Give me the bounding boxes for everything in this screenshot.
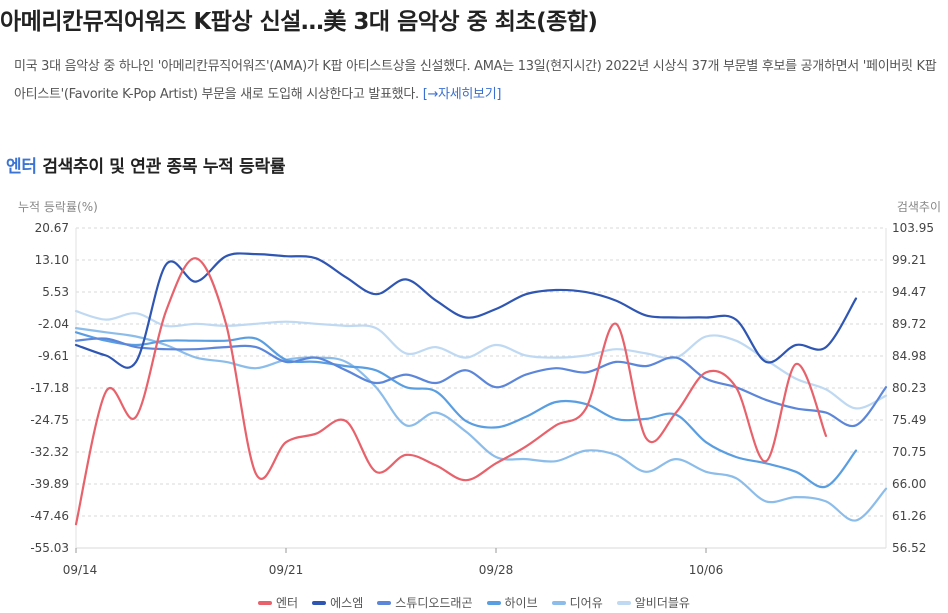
right-tick-label: 66.00 bbox=[892, 477, 926, 491]
right-tick-label: 70.75 bbox=[892, 445, 926, 459]
left-tick-label: -55.03 bbox=[30, 541, 69, 555]
x-tick-label: 10/06 bbox=[689, 563, 724, 577]
right-tick-label: 89.72 bbox=[892, 317, 926, 331]
legend-label: 하이브 bbox=[504, 596, 538, 610]
series-line-1 bbox=[74, 257, 828, 526]
right-axis-title: 검색추이 bbox=[896, 200, 941, 214]
legend-item[interactable]: 디어유 bbox=[551, 594, 603, 611]
series-line-4 bbox=[74, 331, 858, 489]
legend-label: 에스엠 bbox=[330, 596, 364, 610]
more-link[interactable]: [→자세히보기] bbox=[422, 87, 502, 102]
legend-item[interactable]: 엔터 bbox=[258, 594, 298, 611]
right-tick-label: 99.21 bbox=[892, 253, 926, 267]
x-tick-label: 09/14 bbox=[63, 563, 98, 577]
series-line-5 bbox=[74, 327, 888, 522]
left-tick-label: -39.89 bbox=[30, 477, 69, 491]
summary-text: 미국 3대 음악상 중 하나인 '아메리칸뮤직어워즈'(AMA)가 K팝 아티스… bbox=[14, 59, 937, 102]
article-headline: 아메리칸뮤직어워즈 K팝상 신설…美 3대 음악상 중 최초(종합) bbox=[0, 9, 598, 35]
legend-swatch bbox=[377, 600, 392, 605]
legend-swatch bbox=[258, 600, 273, 605]
left-tick-label: -24.75 bbox=[30, 413, 69, 427]
left-tick-label: -2.04 bbox=[38, 317, 69, 331]
left-tick-label: 5.53 bbox=[42, 285, 69, 299]
left-tick-label: -32.32 bbox=[30, 445, 69, 459]
section-title-rest: 검색추이 및 연관 종목 누적 등락률 bbox=[42, 157, 286, 177]
line-chart: 20.67 103.95 13.10 99.21 5.53 94.47 -2.04 89.72… bbox=[30, 221, 934, 577]
legend-label: 알비더블유 bbox=[634, 596, 690, 610]
left-axis-title: 누적 등락률(%) bbox=[18, 200, 98, 214]
series-line-3 bbox=[74, 337, 888, 428]
legend-label: 스튜디오드래곤 bbox=[395, 596, 473, 610]
series-line-6 bbox=[74, 310, 888, 410]
right-tick-label: 61.26 bbox=[892, 509, 926, 523]
legend-label: 디어유 bbox=[569, 596, 603, 610]
chart-legend: 엔터 에스엠 스튜디오드래곤 하이브 디어유 알비더블유 bbox=[0, 594, 948, 611]
left-tick-label: -9.61 bbox=[38, 349, 69, 363]
right-tick-label: 103.95 bbox=[892, 221, 934, 235]
right-tick-label: 75.49 bbox=[892, 413, 926, 427]
legend-swatch bbox=[616, 600, 631, 605]
x-tick-label: 09/28 bbox=[479, 563, 514, 577]
x-tick-label: 09/21 bbox=[269, 563, 304, 577]
series-line-2 bbox=[74, 252, 858, 369]
legend-swatch bbox=[486, 600, 501, 605]
legend-swatch bbox=[312, 600, 327, 605]
chart-section-title: 엔터 검색추이 및 연관 종목 누적 등락률 bbox=[6, 152, 285, 177]
right-tick-label: 94.47 bbox=[892, 285, 926, 299]
left-tick-label: 13.10 bbox=[35, 253, 69, 267]
right-tick-label: 84.98 bbox=[892, 349, 926, 363]
right-tick-label: 56.52 bbox=[892, 541, 926, 555]
legend-item[interactable]: 알비더블유 bbox=[616, 594, 690, 611]
legend-label: 엔터 bbox=[276, 596, 299, 610]
left-tick-label: -47.46 bbox=[30, 509, 69, 523]
right-tick-label: 80.23 bbox=[892, 381, 926, 395]
legend-swatch bbox=[551, 600, 566, 605]
article-summary: 미국 3대 음악상 중 하나인 '아메리칸뮤직어워즈'(AMA)가 K팝 아티스… bbox=[14, 53, 942, 109]
legend-item[interactable]: 스튜디오드래곤 bbox=[377, 594, 473, 611]
left-tick-label: 20.67 bbox=[35, 221, 69, 235]
legend-item[interactable]: 에스엠 bbox=[312, 594, 363, 611]
left-tick-label: -17.18 bbox=[30, 381, 69, 395]
legend-item[interactable]: 하이브 bbox=[486, 594, 538, 611]
section-title-accent: 엔터 bbox=[6, 157, 37, 177]
